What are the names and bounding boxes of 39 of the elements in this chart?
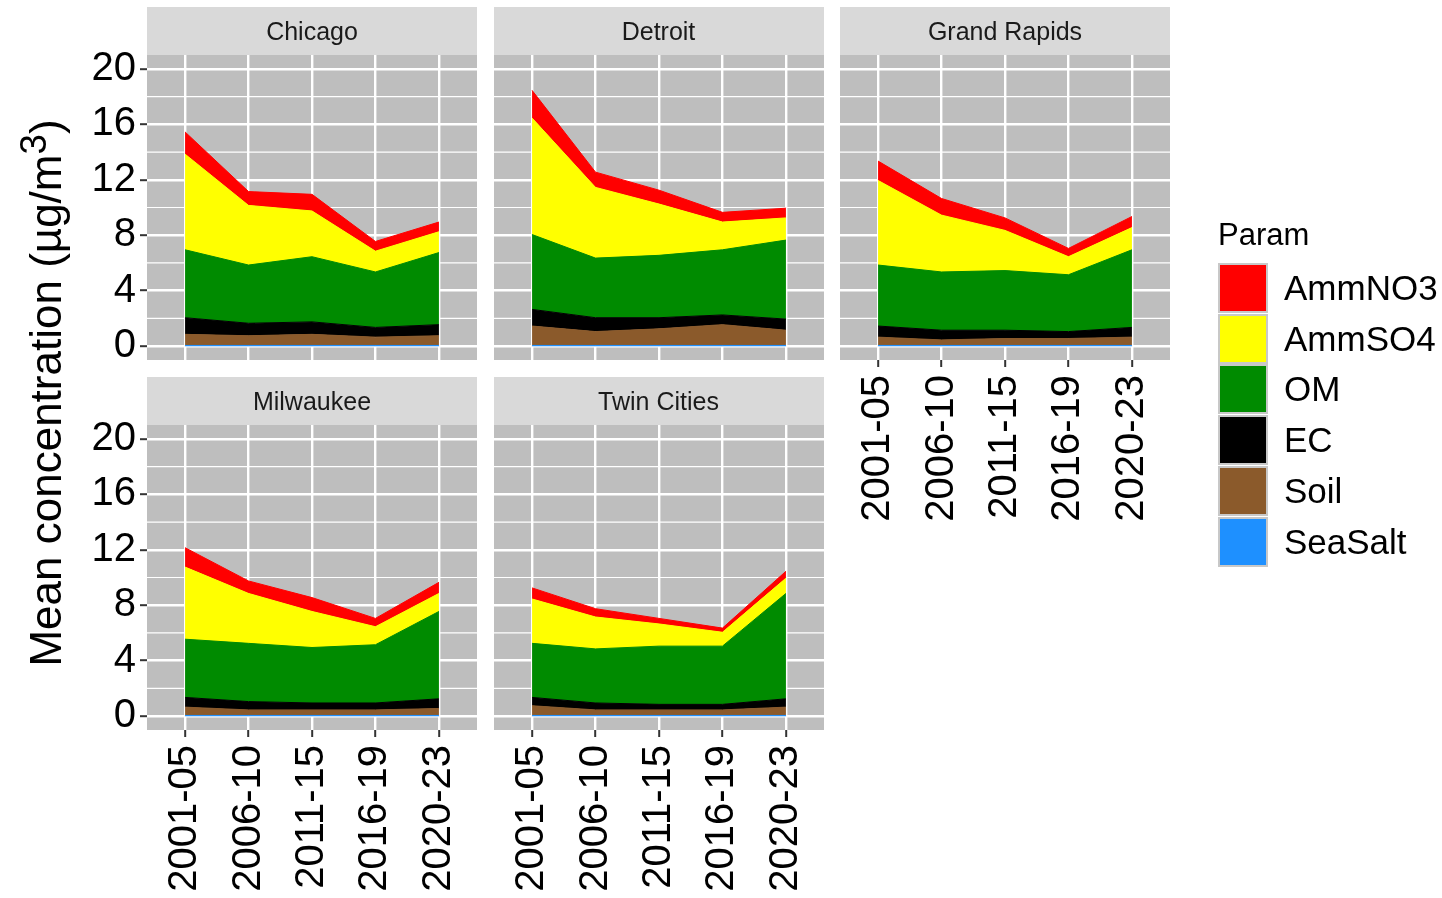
x-tick-label: 2001-05: [506, 745, 551, 892]
y-tick-label: 8: [113, 580, 136, 625]
legend-label: EC: [1284, 420, 1333, 461]
x-tick-label: 2016-19: [350, 745, 395, 892]
y-tick-label: 0: [113, 691, 136, 736]
y-tick-label: 12: [91, 154, 136, 199]
y-tick-label: 12: [91, 524, 136, 569]
x-tick-label: 2001-05: [160, 745, 205, 892]
x-tick-label: 2020-23: [413, 745, 458, 892]
x-tick-label: 2006-10: [916, 375, 961, 522]
x-tick-label: 2006-10: [570, 745, 615, 892]
y-tick-label: 8: [113, 210, 136, 255]
x-tick-label: 2016-19: [1043, 375, 1088, 522]
y-tick-label: 16: [91, 99, 136, 144]
y-tick-label: 4: [113, 635, 136, 680]
y-tick-label: 0: [113, 321, 136, 366]
legend-title: Param: [1218, 216, 1311, 253]
y-tick-label: 20: [91, 43, 136, 88]
chart-title: Chicago: [147, 7, 477, 55]
legend-label: AmmNO3: [1284, 267, 1438, 308]
x-tick-label: 2001-05: [853, 375, 898, 522]
chart-title: Twin Cities: [493, 377, 824, 425]
y-tick-label: 16: [91, 469, 136, 514]
x-tick-label: 2016-19: [696, 745, 741, 892]
x-tick-label: 2011-15: [980, 375, 1025, 519]
chart-title: Milwaukee: [147, 377, 477, 425]
x-tick-label: 2011-15: [287, 745, 332, 889]
chart-title: Detroit: [493, 7, 824, 55]
chart-title: Grand Rapids: [840, 7, 1170, 55]
y-tick-label: 4: [113, 265, 136, 310]
legend-label: OM: [1284, 369, 1341, 410]
legend-label: Soil: [1284, 471, 1343, 512]
x-tick-label: 2006-10: [223, 745, 268, 892]
x-tick-label: 2011-15: [633, 745, 678, 889]
y-tick-label: 20: [91, 413, 136, 458]
x-tick-label: 2020-23: [1106, 375, 1151, 522]
legend-label: AmmSO4: [1284, 318, 1436, 359]
legend-label: SeaSalt: [1284, 521, 1407, 562]
x-tick-label: 2020-23: [760, 745, 805, 892]
